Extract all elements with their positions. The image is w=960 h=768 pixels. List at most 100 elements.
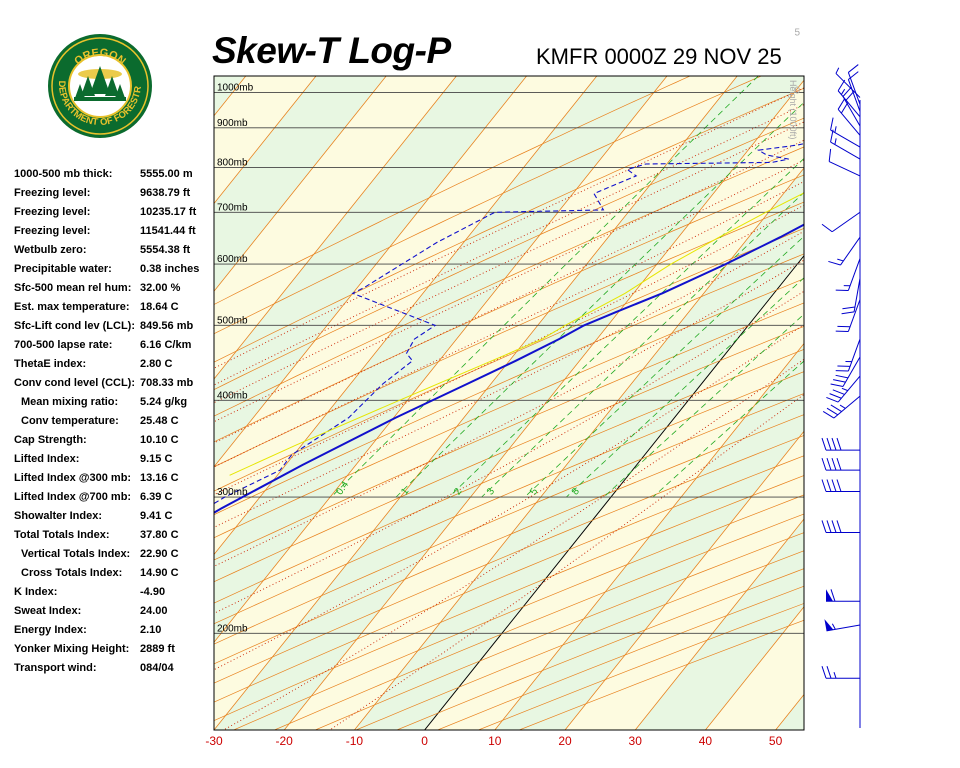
index-value: 25.48 C <box>140 415 179 427</box>
station-time-label: KMFR 0000Z 29 NOV 25 <box>536 44 782 69</box>
isotherm-line <box>564 430 804 730</box>
x-tick-label: 40 <box>699 734 713 748</box>
isobar-label: 800mb <box>217 157 248 168</box>
index-label: Sfc-Lift cond lev (LCL): <box>14 320 135 332</box>
x-tick-label: 10 <box>488 734 502 748</box>
index-row: Freezing level: 10235.17 ft <box>14 206 214 225</box>
wind-barb <box>835 258 861 291</box>
mixing-ratio-line <box>395 101 804 498</box>
chart-title: Skew-T Log-P <box>212 30 451 71</box>
wind-barb <box>821 437 860 451</box>
isotherm-line <box>214 76 527 468</box>
index-label: Conv cond level (CCL): <box>14 377 136 389</box>
isobar-label: 300mb <box>217 487 248 498</box>
isotherm-line <box>0 76 105 730</box>
wind-barb <box>828 236 861 266</box>
isotherm-line <box>0 76 176 730</box>
index-value: 10.10 C <box>140 434 179 446</box>
x-tick-label: -10 <box>346 734 364 748</box>
index-value: 6.39 C <box>140 491 173 503</box>
wind-barb <box>830 356 861 387</box>
mixing-ratio-label: 1 <box>399 486 411 497</box>
zero-isotherm <box>424 254 804 730</box>
isotherm-band <box>0 76 176 730</box>
index-label: Vertical Totals Index: <box>21 548 131 560</box>
wind-barb <box>828 148 861 177</box>
index-row: Freezing level: 11541.44 ft <box>14 225 214 244</box>
index-row: Total Totals Index: 37.80 C <box>14 529 214 548</box>
isotherm-line <box>214 76 457 380</box>
index-value: 708.33 mb <box>140 377 194 389</box>
index-value: 9.41 C <box>140 510 173 522</box>
index-value: 2.80 C <box>140 358 173 370</box>
height-tick-label: 5 <box>794 28 800 39</box>
index-label: Showalter Index: <box>14 510 103 522</box>
wind-barb <box>821 520 860 533</box>
isotherm-line <box>214 76 387 292</box>
wind-barb <box>847 71 861 112</box>
mixing-ratio-line <box>603 313 804 498</box>
oregon-dept-forestry-logo: OREGON DEPARTMENT OF FORESTRY <box>46 32 152 138</box>
index-label: Mean mixing ratio: <box>21 396 119 408</box>
index-row: Mean mixing ratio: 5.24 g/kg <box>14 396 214 415</box>
index-label: Sweat Index: <box>14 605 82 617</box>
index-row: Lifted Index @700 mb: 6.39 C <box>14 491 214 510</box>
mixing-ratio-line <box>331 76 759 498</box>
index-value: 5.24 g/kg <box>140 396 188 408</box>
wind-barb <box>830 117 861 148</box>
mixing-ratio-line <box>448 157 804 498</box>
logo-top-text: OREGON <box>72 47 127 68</box>
stability-indices-panel: 1000-500 mb thick: 5555.00 m Freezing leve… <box>14 168 214 681</box>
index-label: 700-500 lapse rate: <box>14 339 113 351</box>
index-value: 32.00 % <box>140 282 181 294</box>
wind-barb <box>822 395 861 419</box>
index-row: Lifted Index: 9.15 C <box>14 453 214 472</box>
index-row: Showalter Index: 9.41 C <box>14 510 214 529</box>
index-label: Lifted Index @300 mb: <box>14 472 132 484</box>
isobar-label: 1000mb <box>217 82 254 93</box>
isotherm-line <box>214 76 247 117</box>
temperature-trace <box>214 223 804 514</box>
isobar-label: 200mb <box>217 623 248 634</box>
index-label: Transport wind: <box>14 662 97 674</box>
index-row: Wetbulb zero: 5554.38 ft <box>14 244 214 263</box>
index-value: 6.16 C/km <box>140 339 192 351</box>
parcel-trace <box>229 192 804 476</box>
index-value: -4.90 <box>140 586 166 598</box>
x-tick-label: 20 <box>558 734 572 748</box>
wind-barb <box>821 457 860 471</box>
index-label: Cross Totals Index: <box>21 567 123 579</box>
isotherm-line <box>494 342 804 730</box>
index-row: Conv cond level (CCL): 708.33 mb <box>14 377 214 396</box>
mixing-ratio-label: 2 <box>452 486 464 497</box>
wind-barb <box>826 375 861 403</box>
index-row: Sfc-Lift cond lev (LCL): 849.56 mb <box>14 320 214 339</box>
index-value: 849.56 mb <box>140 320 194 332</box>
x-tick-label: -20 <box>276 734 294 748</box>
index-label: ThetaE index: <box>14 358 87 370</box>
plot-frame <box>213 75 805 731</box>
wind-barb <box>835 338 861 372</box>
index-value: 084/04 <box>140 662 174 674</box>
index-label: 1000-500 mb thick: <box>14 168 113 180</box>
height-axis-label: Height (1000ft) <box>788 80 798 140</box>
index-label: Lifted Index: <box>14 453 80 465</box>
wind-barbs <box>821 64 861 679</box>
index-label: Freezing level: <box>14 225 91 237</box>
plot-area <box>0 76 804 730</box>
index-label: Precipitable water: <box>14 263 112 275</box>
wind-barb <box>824 619 861 632</box>
index-value: 18.64 C <box>140 301 179 313</box>
index-row: 700-500 lapse rate: 6.16 C/km <box>14 339 214 358</box>
wind-barb <box>841 278 861 315</box>
moist-adiabat <box>214 121 804 404</box>
index-value: 13.16 C <box>140 472 179 484</box>
index-row: Vertical Totals Index: 22.90 C <box>14 548 214 567</box>
index-row: Energy Index: 2.10 <box>14 624 214 643</box>
isobar-label: 500mb <box>217 315 248 326</box>
index-label: Energy Index: <box>14 624 87 636</box>
index-value: 24.00 <box>140 605 168 617</box>
index-row: Freezing level: 9638.79 ft <box>14 187 214 206</box>
index-label: Total Totals Index: <box>14 529 110 541</box>
